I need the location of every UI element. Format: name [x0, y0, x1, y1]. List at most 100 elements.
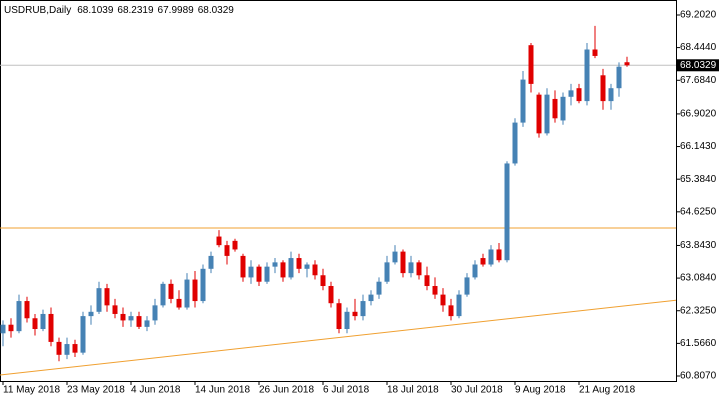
candle-body	[616, 66, 622, 89]
candle-body	[48, 313, 54, 342]
candle-body	[184, 279, 190, 308]
candle-body	[504, 163, 510, 261]
y-tick-label: 62.3250	[680, 305, 717, 316]
candle-body	[288, 258, 294, 278]
candle-body	[336, 303, 342, 330]
candle-body	[24, 301, 30, 319]
candle-body	[592, 49, 598, 56]
last-low: 67.9989	[158, 5, 195, 16]
candle-body	[568, 90, 574, 97]
candle-body	[376, 281, 382, 295]
candle-body	[320, 275, 326, 287]
candle-body	[296, 258, 302, 269]
x-tick-label: 26 Jun 2018	[259, 385, 314, 396]
price-label-box	[676, 59, 719, 72]
candle-body	[280, 262, 286, 278]
candle-body	[128, 316, 134, 321]
y-tick-label: 69.2020	[680, 10, 717, 21]
candle-body	[224, 245, 230, 256]
candle-body	[328, 286, 334, 304]
x-tick-label: 4 Jun 2018	[131, 385, 181, 396]
candle-body	[136, 316, 142, 327]
candle-body	[312, 264, 318, 276]
candle-body	[352, 311, 358, 317]
y-tick-label: 61.5660	[680, 338, 717, 349]
candle-body	[496, 249, 502, 261]
last-high: 68.2319	[117, 5, 154, 16]
candle-body	[584, 49, 590, 102]
candle-body	[368, 294, 374, 302]
candle-body	[416, 262, 422, 276]
y-tick-label: 66.1430	[680, 141, 717, 152]
candle-body	[536, 94, 542, 134]
candle-body	[432, 286, 438, 295]
x-tick-label: 23 May 2018	[67, 385, 125, 396]
candle-body	[200, 268, 206, 302]
candle-body	[424, 275, 430, 287]
candle-body	[576, 88, 582, 102]
candle-body	[360, 301, 366, 317]
candle-body	[400, 251, 406, 274]
x-tick-label: 18 Jul 2018	[387, 385, 439, 396]
x-tick-label: 6 Jul 2018	[323, 385, 370, 396]
candle-body	[16, 301, 22, 332]
candle-body	[208, 255, 214, 269]
candle-body	[8, 324, 14, 332]
candle-body	[488, 249, 494, 265]
candle-body	[176, 298, 182, 308]
candle-body	[520, 79, 526, 123]
y-tick-label: 60.8070	[680, 371, 717, 382]
candle-body	[264, 266, 270, 282]
candle-body	[440, 294, 446, 306]
candle-body	[560, 96, 566, 121]
candle-body	[232, 240, 238, 250]
candle-body	[272, 262, 278, 267]
candle-body	[56, 341, 62, 355]
price-label: 68.0329	[680, 60, 717, 71]
candle-body	[304, 264, 310, 269]
candle-body	[472, 264, 478, 278]
x-tick-label: 11 May 2018	[3, 385, 61, 396]
y-tick-label: 65.3840	[680, 174, 717, 185]
x-tick-label: 9 Aug 2018	[515, 385, 566, 396]
candle-body	[408, 262, 414, 274]
candle-body	[256, 266, 262, 282]
candle-body	[216, 236, 222, 246]
candle-body	[344, 311, 350, 330]
candle-body	[528, 45, 534, 84]
candle-body	[480, 258, 486, 265]
candle-body	[600, 75, 606, 102]
candle-body	[0, 324, 6, 334]
candle-body	[96, 288, 102, 312]
candle-body	[552, 98, 558, 119]
x-tick-label: 14 Jun 2018	[195, 385, 250, 396]
y-tick-label: 67.6840	[680, 75, 717, 86]
candle-body	[112, 305, 118, 314]
last-open: 68.1039	[77, 5, 114, 16]
y-tick-label: 63.8430	[680, 240, 717, 251]
candle-body	[464, 277, 470, 295]
candle-body	[456, 294, 462, 317]
candle-body	[512, 122, 518, 164]
candle-body	[168, 283, 174, 299]
candle-body	[624, 62, 630, 66]
y-tick-label: 63.0840	[680, 273, 717, 284]
candle-body	[104, 288, 110, 306]
candle-body	[120, 313, 126, 321]
candle-body	[144, 320, 150, 327]
chart-header: USDRUB,Daily 68.1039 68.2319 67.9989 68.0329	[4, 5, 234, 16]
candle-body	[88, 311, 94, 317]
candle-body	[448, 305, 454, 317]
symbol: USDRUB,Daily	[4, 5, 71, 16]
x-tick-label: 30 Jul 2018	[451, 385, 503, 396]
y-tick-label: 64.6250	[680, 206, 717, 217]
last-close: 68.0329	[198, 5, 235, 16]
candle-body	[64, 344, 70, 355]
candle-body	[240, 255, 246, 278]
y-tick-label: 68.4440	[680, 42, 717, 53]
candle-body	[392, 251, 398, 263]
trend-line	[0, 299, 677, 376]
candle-body	[248, 266, 254, 278]
candle-body	[32, 318, 38, 330]
x-tick-label: 21 Aug 2018	[579, 385, 636, 396]
